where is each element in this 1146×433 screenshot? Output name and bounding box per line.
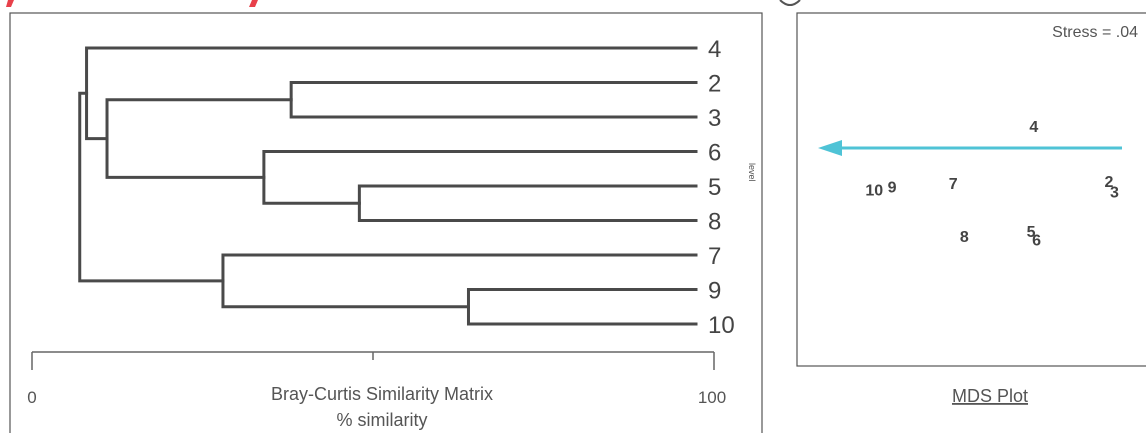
leaf-label-3: 3	[708, 105, 721, 132]
mds-frame	[796, 12, 1146, 367]
mds-point-10: 10	[865, 183, 883, 200]
mds-point-7: 7	[949, 176, 958, 193]
branch-m910	[466, 288, 698, 326]
leaf-label-10: 10	[708, 312, 735, 339]
tick-label-100: 100	[698, 388, 726, 407]
dendrogram-branches	[78, 46, 698, 326]
mds-point-4: 4	[1029, 119, 1038, 136]
leaf-label-7: 7	[708, 243, 721, 270]
leaf-label-4: 4	[708, 36, 721, 63]
branch-m6_58	[262, 150, 698, 205]
mds-panel: Stress = .04 4 23 7 10 9 56 8 MDS Plot	[796, 12, 1146, 406]
mds-point-6: 6	[1032, 233, 1041, 250]
stress-label: Stress = .04	[1052, 24, 1138, 41]
xlabel-secondary: % similarity	[336, 410, 427, 430]
level-label: level	[747, 163, 757, 182]
leaf-label-8: 8	[708, 209, 721, 236]
mds-point-8: 8	[960, 229, 969, 246]
tick-label-0: 0	[27, 388, 36, 407]
leaf-label-2: 2	[708, 71, 721, 98]
leaf-label-9: 9	[708, 278, 721, 305]
branch-root	[78, 91, 225, 283]
xlabel: Bray-Curtis Similarity Matrix	[271, 384, 493, 404]
mds-title: MDS Plot	[952, 386, 1028, 406]
dendrogram-leaf-labels: 4 2 3 6 5 8 7 9 10	[708, 36, 735, 339]
mds-points: 4 23 7 10 9 56 8	[865, 119, 1119, 250]
arrow-head-icon	[818, 140, 842, 156]
branch-m4_rest	[85, 46, 698, 141]
mds-point-9: 9	[888, 179, 897, 196]
mds-point-5: 5	[1027, 224, 1036, 241]
dendrogram-axis: 0 100 Bray-Curtis Similarity Matrix % si…	[27, 351, 726, 430]
leaf-label-6: 6	[708, 140, 721, 167]
cropped-title-fragment	[6, 0, 801, 7]
mds-point-3: 3	[1110, 184, 1119, 201]
direction-arrow	[818, 140, 1122, 156]
branch-m58	[357, 184, 698, 222]
branch-m23	[289, 81, 698, 119]
dendrogram-panel: 4 2 3 6 5 8 7 9 10 0 100 Bray-Curtis Similarity …	[9, 12, 763, 433]
mds-point-2: 2	[1104, 174, 1113, 191]
leaf-label-5: 5	[708, 174, 721, 201]
branch-m7_910	[221, 253, 698, 309]
dendrogram-frame	[9, 12, 763, 433]
